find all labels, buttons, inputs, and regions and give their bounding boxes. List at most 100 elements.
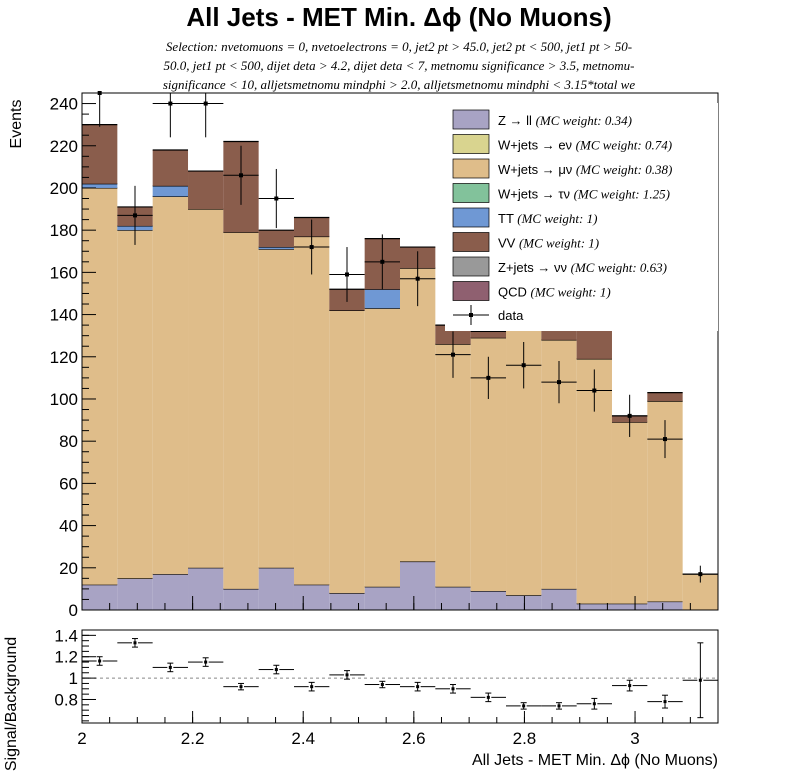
bar-TT-5 [258,247,294,250]
bar-W→μν-4 [223,232,259,589]
bar-W→μν-7 [329,310,365,594]
chart-title: All Jets - MET Min. Δϕ (No Muons) [186,2,611,32]
bar-VV-11 [470,331,507,338]
legend-label-4: TT (MC weight: 1) [498,211,597,226]
bar-Z→ll-9 [400,561,436,610]
data-point-10 [451,352,456,357]
x-axis-label: All Jets - MET Min. Δϕ (No Muons) [472,752,718,769]
legend-label-2: W+jets → μν (MC weight: 0.38) [498,162,672,177]
bar-VV-0 [82,124,118,184]
selection-line-2: 50.0, jet1 pt < 500, dijet deta > 4.2, d… [164,58,635,73]
legend-label-data: data [498,308,524,323]
ratio-point-5 [274,668,278,672]
bar-Z→ll-12 [506,595,542,610]
legend-swatch-5 [452,232,490,252]
bar-Z→ll-11 [470,591,507,610]
ratio-point-4 [239,685,243,689]
legend-weight-6: (MC weight: 0.63) [571,260,667,275]
bar-W→μν-0 [82,187,118,585]
bar-W→μν-10 [435,344,471,587]
bar-Z→ll-16 [647,601,683,610]
bar-W→μν-6 [293,236,330,585]
legend-weight-4: (MC weight: 1) [517,211,597,226]
data-point-6 [309,245,314,250]
legend-label-7: QCD (MC weight: 1) [498,285,611,300]
main-ytick-label-6: 120 [50,348,78,367]
data-point-2 [168,101,173,106]
ratio-xtick-label-4: 2.8 [513,729,537,748]
legend-swatch-3 [452,183,490,203]
main-ytick-label-10: 200 [50,179,78,198]
legend-swatch-1 [452,134,490,154]
ratio-point-0 [98,659,102,663]
bar-VV-5 [258,230,294,248]
bar-Z→ll-7 [329,593,365,610]
legend-label-6: Z+jets → νν (MC weight: 0.63) [498,260,667,275]
legend-weight-7: (MC weight: 1) [531,285,611,300]
bar-W→μν-3 [188,209,224,568]
ratio-ytick-label-0: 0.8 [54,690,78,709]
bar-W→μν-1 [117,230,153,579]
bar-TT-2 [152,185,189,197]
legend-swatch-2 [452,158,490,179]
legend-label-1: W+jets → eν (MC weight: 0.74) [498,138,672,153]
data-point-1 [133,213,138,218]
ratio-xtick-label-3: 2.6 [402,729,426,748]
legend-label-0: Z → ll (MC weight: 0.34) [498,113,632,128]
ratio-point-10 [451,687,455,691]
main-ytick-label-12: 240 [50,95,78,114]
legend-data-marker [469,313,473,317]
main-ytick-label-0: 0 [69,601,78,620]
data-point-3 [203,101,208,106]
main-y-axis-label: Events [8,100,25,149]
bar-Z→ll-10 [435,586,471,610]
data-point-4 [239,173,243,178]
data-point-17 [698,572,703,577]
bar-W→μν-2 [152,196,189,575]
ratio-xtick-label-2: 2.4 [291,729,315,748]
ratio-point-9 [416,685,420,689]
main-axes: 0 20 40 60 80 100 120 140 160 180 200 220 240 [50,92,719,620]
main-ytick-label-9: 180 [50,221,78,240]
main-ytick-label-5: 100 [50,390,78,409]
main-ytick-label-4: 80 [59,432,78,451]
main-ytick-label-2: 40 [59,517,78,536]
data-point-12 [521,363,526,368]
bar-Z→ll-4 [223,588,259,610]
ratio-point-12 [522,704,526,708]
bar-W→μν-9 [400,268,436,562]
ratio-y-axis-label: Signal/Background [3,637,20,771]
legend-label-5: VV (MC weight: 1) [498,236,599,251]
ratio-point-15 [628,684,632,688]
ratio-point-11 [486,695,490,699]
main-ytick-label-1: 20 [59,559,78,578]
bar-Z→ll-6 [293,584,330,610]
ratio-point-16 [663,700,667,704]
bar-Z→ll-8 [364,586,400,610]
bar-Z→ll-14 [576,603,612,610]
legend-weight-3: (MC weight: 1.25) [574,187,670,202]
main-ytick-label-7: 140 [50,306,78,325]
bar-Z→ll-2 [152,574,189,610]
bar-Z→ll-3 [188,567,224,610]
data-point-15 [627,413,632,418]
bar-Z→ll-5 [258,567,294,610]
ratio-point-14 [592,702,596,706]
ratio-ytick-label-3: 1.4 [54,626,78,645]
main-frame [81,92,719,611]
selection-line-3: significance < 10, alljetsmetnomu mindph… [163,77,635,92]
ratio-ytick-label-2: 1.2 [54,648,78,667]
bar-Z→ll-15 [611,603,648,610]
ratio-point-7 [345,673,349,677]
legend: Z → ll (MC weight: 0.34) W+jets → eν (MC … [445,103,718,331]
data-point-14 [592,388,597,393]
legend-swatch-7 [452,281,490,301]
legend-weight-5: (MC weight: 1) [519,236,599,251]
main-ytick-label-11: 220 [50,137,78,156]
ratio-point-1 [133,641,137,645]
data-point-8 [380,259,385,264]
ratio-point-8 [380,683,384,687]
ratio-panel: 0.8 1 1.2 1.4 2 2.2 2.4 2.6 2.8 3 [54,626,719,748]
legend-weight-2: (MC weight: 0.38) [576,162,672,177]
